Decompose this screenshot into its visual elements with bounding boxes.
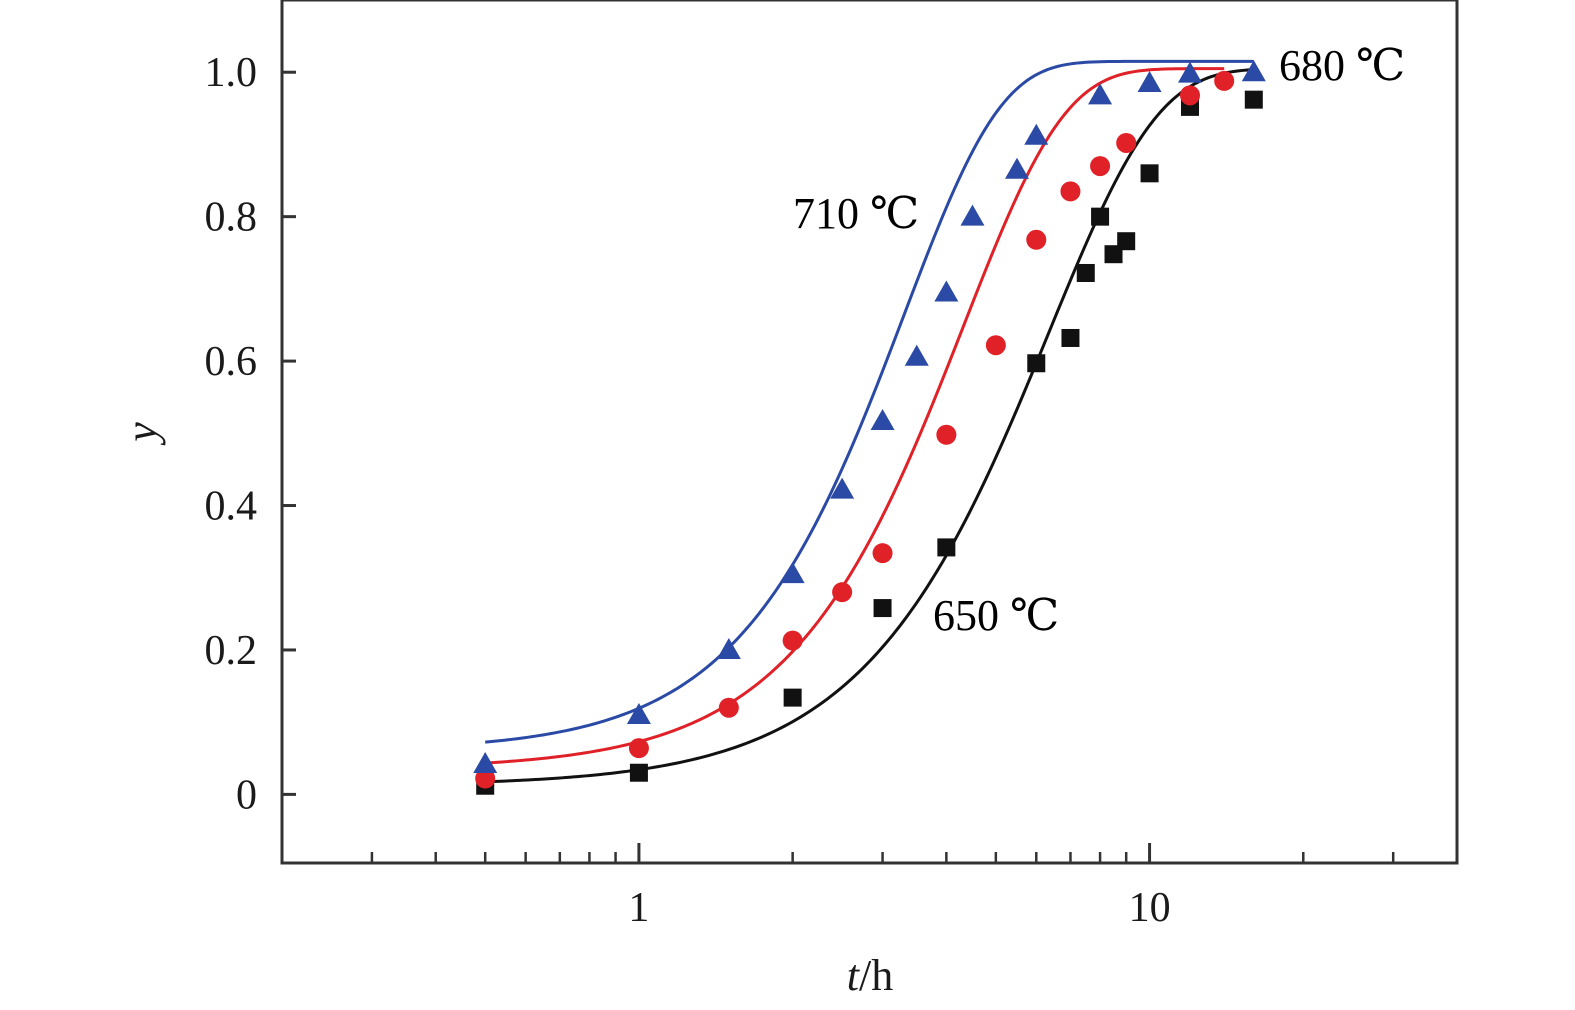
fit-curve-0 <box>485 68 1254 784</box>
data-point-triangle <box>1024 123 1049 145</box>
x-tick-label: 10 <box>1129 885 1171 931</box>
data-point-circle <box>1026 229 1047 250</box>
data-point-triangle <box>1088 83 1113 105</box>
fit-curve-layer <box>485 59 1254 784</box>
data-point-square <box>1061 328 1080 347</box>
data-point-square <box>1091 207 1110 226</box>
data-point-square <box>783 688 802 707</box>
data-point-triangle <box>1137 71 1162 93</box>
tick-layer: 0 0.2 0.4 0.6 0.8 1.0 1 10 <box>205 50 1395 931</box>
data-point-triangle <box>934 280 959 302</box>
data-point-triangle <box>780 562 805 584</box>
y-tick-label: 0.2 <box>205 628 258 674</box>
x-axis-label: t/h <box>847 951 893 1000</box>
x-axis-label-italic: t <box>847 951 861 1000</box>
data-point-triangle <box>1004 157 1029 179</box>
data-point-triangle <box>716 637 741 659</box>
data-point-triangle <box>870 409 895 431</box>
data-point-circle <box>1090 156 1111 177</box>
data-point-circle <box>872 543 893 564</box>
data-point-circle <box>628 738 649 759</box>
data-point-square <box>629 763 648 782</box>
data-point-circle <box>985 335 1006 356</box>
x-axis-label-unit: /h <box>859 951 893 1000</box>
data-point-triangle <box>904 344 929 366</box>
y-tick-label: 0 <box>236 772 257 818</box>
data-point-circle <box>475 768 496 789</box>
data-point-triangle <box>1177 61 1202 83</box>
data-point-circle <box>782 630 803 651</box>
series-label-680: 680 ℃ <box>1279 41 1405 90</box>
data-point-layer <box>473 60 1266 795</box>
y-tick-label: 0.6 <box>205 339 258 385</box>
data-point-circle <box>718 697 739 718</box>
data-point-triangle <box>960 204 985 226</box>
fit-curve-1 <box>485 67 1225 765</box>
data-point-circle <box>832 582 853 603</box>
data-point-square <box>1117 232 1136 251</box>
plot-frame <box>280 0 1459 865</box>
y-tick-label: 0.4 <box>205 484 258 530</box>
data-point-square <box>873 599 892 618</box>
series-label-710: 710 ℃ <box>793 189 919 238</box>
data-point-triangle <box>473 752 498 774</box>
y-tick-label: 0.8 <box>205 195 258 241</box>
data-point-square <box>937 538 956 557</box>
data-point-circle <box>1179 85 1200 106</box>
data-point-circle <box>1060 181 1081 202</box>
data-point-triangle <box>830 477 855 499</box>
data-point-triangle <box>626 702 651 724</box>
fit-curve-2 <box>485 59 1254 744</box>
series-label-650: 650 ℃ <box>933 591 1059 640</box>
data-point-square <box>1244 90 1263 109</box>
data-point-circle <box>1214 70 1235 91</box>
x-tick-label: 1 <box>628 885 649 931</box>
data-point-circle <box>1116 132 1137 153</box>
y-axis-label: y <box>117 422 166 446</box>
y-tick-label: 1.0 <box>205 50 258 96</box>
data-point-square <box>1076 263 1095 282</box>
data-point-circle <box>936 424 957 445</box>
data-point-square <box>1140 164 1159 183</box>
data-point-triangle <box>1241 60 1266 82</box>
data-point-square <box>1027 354 1046 373</box>
